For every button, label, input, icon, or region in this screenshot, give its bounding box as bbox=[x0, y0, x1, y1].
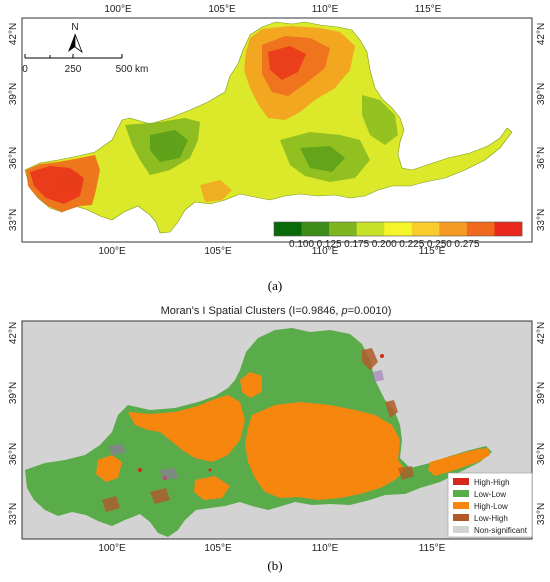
lat-label-39: 39°N bbox=[536, 382, 547, 404]
lon-label-115: 115°E bbox=[419, 246, 446, 257]
lat-label-39: 39°N bbox=[8, 83, 19, 105]
colorbar-tick-labels: 0.100 0.125 0.175 0.200 0.225 0.250 0.275 bbox=[289, 239, 480, 250]
colorbar-swatch bbox=[384, 222, 413, 236]
colorbar-tick-label: 0.250 bbox=[427, 239, 452, 250]
legend-swatch bbox=[453, 490, 469, 497]
lon-label-105: 105°E bbox=[204, 543, 232, 554]
legend-swatch bbox=[453, 514, 469, 521]
colorbar-tick-label: 0.225 bbox=[399, 239, 424, 250]
colorbar bbox=[273, 221, 523, 237]
lon-label-115: 115°E bbox=[419, 543, 446, 554]
lat-label-33: 33°N bbox=[8, 503, 19, 525]
colorbar-swatch bbox=[411, 222, 440, 236]
panel-a-left-lat-labels: 42°N 39°N 36°N 33°N bbox=[8, 23, 19, 231]
lat-label-42: 42°N bbox=[536, 322, 547, 344]
lat-label-33: 33°N bbox=[536, 209, 547, 231]
colorbar-tick-label: 0.275 bbox=[454, 239, 479, 250]
colorbar-swatch bbox=[466, 222, 495, 236]
panel-a: 100°E 105°E 110°E 115°E 100°E 105°E 110°… bbox=[8, 4, 547, 293]
lon-label-115: 115°E bbox=[415, 4, 442, 15]
panel-b-bottom-lon-labels: 100°E 105°E 110°E 115°E bbox=[98, 543, 445, 554]
lat-label-39: 39°N bbox=[8, 382, 19, 404]
colorbar-tick-label: 0.175 bbox=[344, 239, 369, 250]
lat-label-36: 36°N bbox=[536, 443, 547, 465]
panel-b-cluster-map bbox=[25, 328, 492, 537]
lon-label-110: 110°E bbox=[312, 543, 339, 554]
lon-label-100: 100°E bbox=[98, 543, 126, 554]
legend-label: Non-significant bbox=[474, 526, 528, 535]
colorbar-swatch bbox=[274, 222, 302, 236]
colorbar-tick-label: 0.125 bbox=[317, 239, 342, 250]
colorbar-swatch bbox=[301, 222, 330, 236]
legend-swatch bbox=[453, 478, 469, 485]
panel-b-right-lat-labels: 42°N 39°N 36°N 33°N bbox=[536, 322, 547, 525]
lon-label-105: 105°E bbox=[204, 246, 232, 257]
colorbar-swatch bbox=[494, 222, 523, 236]
lat-label-36: 36°N bbox=[8, 147, 19, 169]
colorbar-swatch bbox=[329, 222, 357, 236]
lat-label-42: 42°N bbox=[8, 322, 19, 344]
legend-label: High-Low bbox=[474, 502, 508, 511]
panel-a-top-lon-labels: 100°E 105°E 110°E 115°E bbox=[104, 4, 441, 15]
lat-label-33: 33°N bbox=[536, 503, 547, 525]
panel-b-title: Moran's I Spatial Clusters (I=0.9846, p=… bbox=[161, 305, 392, 317]
scale-label-0: 0 bbox=[22, 64, 28, 75]
legend-swatch bbox=[453, 502, 469, 509]
colorbar-border bbox=[273, 221, 523, 237]
panel-b-left-lat-labels: 42°N 39°N 36°N 33°N bbox=[8, 322, 19, 525]
north-arrow-icon: N bbox=[68, 22, 83, 54]
panel-a-bottom-lon-labels: 100°E 105°E 110°E 115°E bbox=[98, 246, 445, 257]
legend-label: Low-High bbox=[474, 514, 508, 523]
panel-a-region-map bbox=[24, 21, 513, 234]
lat-label-42: 42°N bbox=[536, 23, 547, 45]
scale-label-500: 500 km bbox=[116, 64, 149, 75]
lon-label-110: 110°E bbox=[312, 246, 339, 257]
colorbar-swatch bbox=[439, 222, 468, 236]
north-label: N bbox=[71, 22, 78, 33]
legend-label: Low-Low bbox=[474, 490, 506, 499]
lat-label-39: 39°N bbox=[536, 83, 547, 105]
legend-label: High-High bbox=[474, 478, 510, 487]
lon-label-100: 100°E bbox=[98, 246, 126, 257]
panel-a-right-lat-labels: 42°N 39°N 36°N 33°N bbox=[536, 23, 547, 231]
lon-label-110: 110°E bbox=[312, 4, 339, 15]
scale-bar: 0 250 500 km bbox=[22, 54, 148, 75]
colorbar-tick-label: 0.100 bbox=[289, 239, 314, 250]
caption-a: (a) bbox=[268, 278, 282, 293]
caption-b: (b) bbox=[267, 558, 282, 573]
lat-label-36: 36°N bbox=[8, 443, 19, 465]
colorbar-swatch bbox=[356, 222, 385, 236]
colorbar-tick-label: 0.200 bbox=[372, 239, 397, 250]
panel-b-legend: High-High Low-Low High-Low Low-High Non-sign… bbox=[447, 472, 533, 538]
lat-label-33: 33°N bbox=[8, 209, 19, 231]
scale-label-250: 250 bbox=[65, 64, 82, 75]
legend-swatch bbox=[453, 526, 469, 533]
panel-b: Moran's I Spatial Clusters (I=0.9846, p=… bbox=[8, 305, 547, 573]
lat-label-42: 42°N bbox=[8, 23, 19, 45]
lon-label-105: 105°E bbox=[208, 4, 236, 15]
lat-label-36: 36°N bbox=[536, 147, 547, 169]
lon-label-100: 100°E bbox=[104, 4, 132, 15]
